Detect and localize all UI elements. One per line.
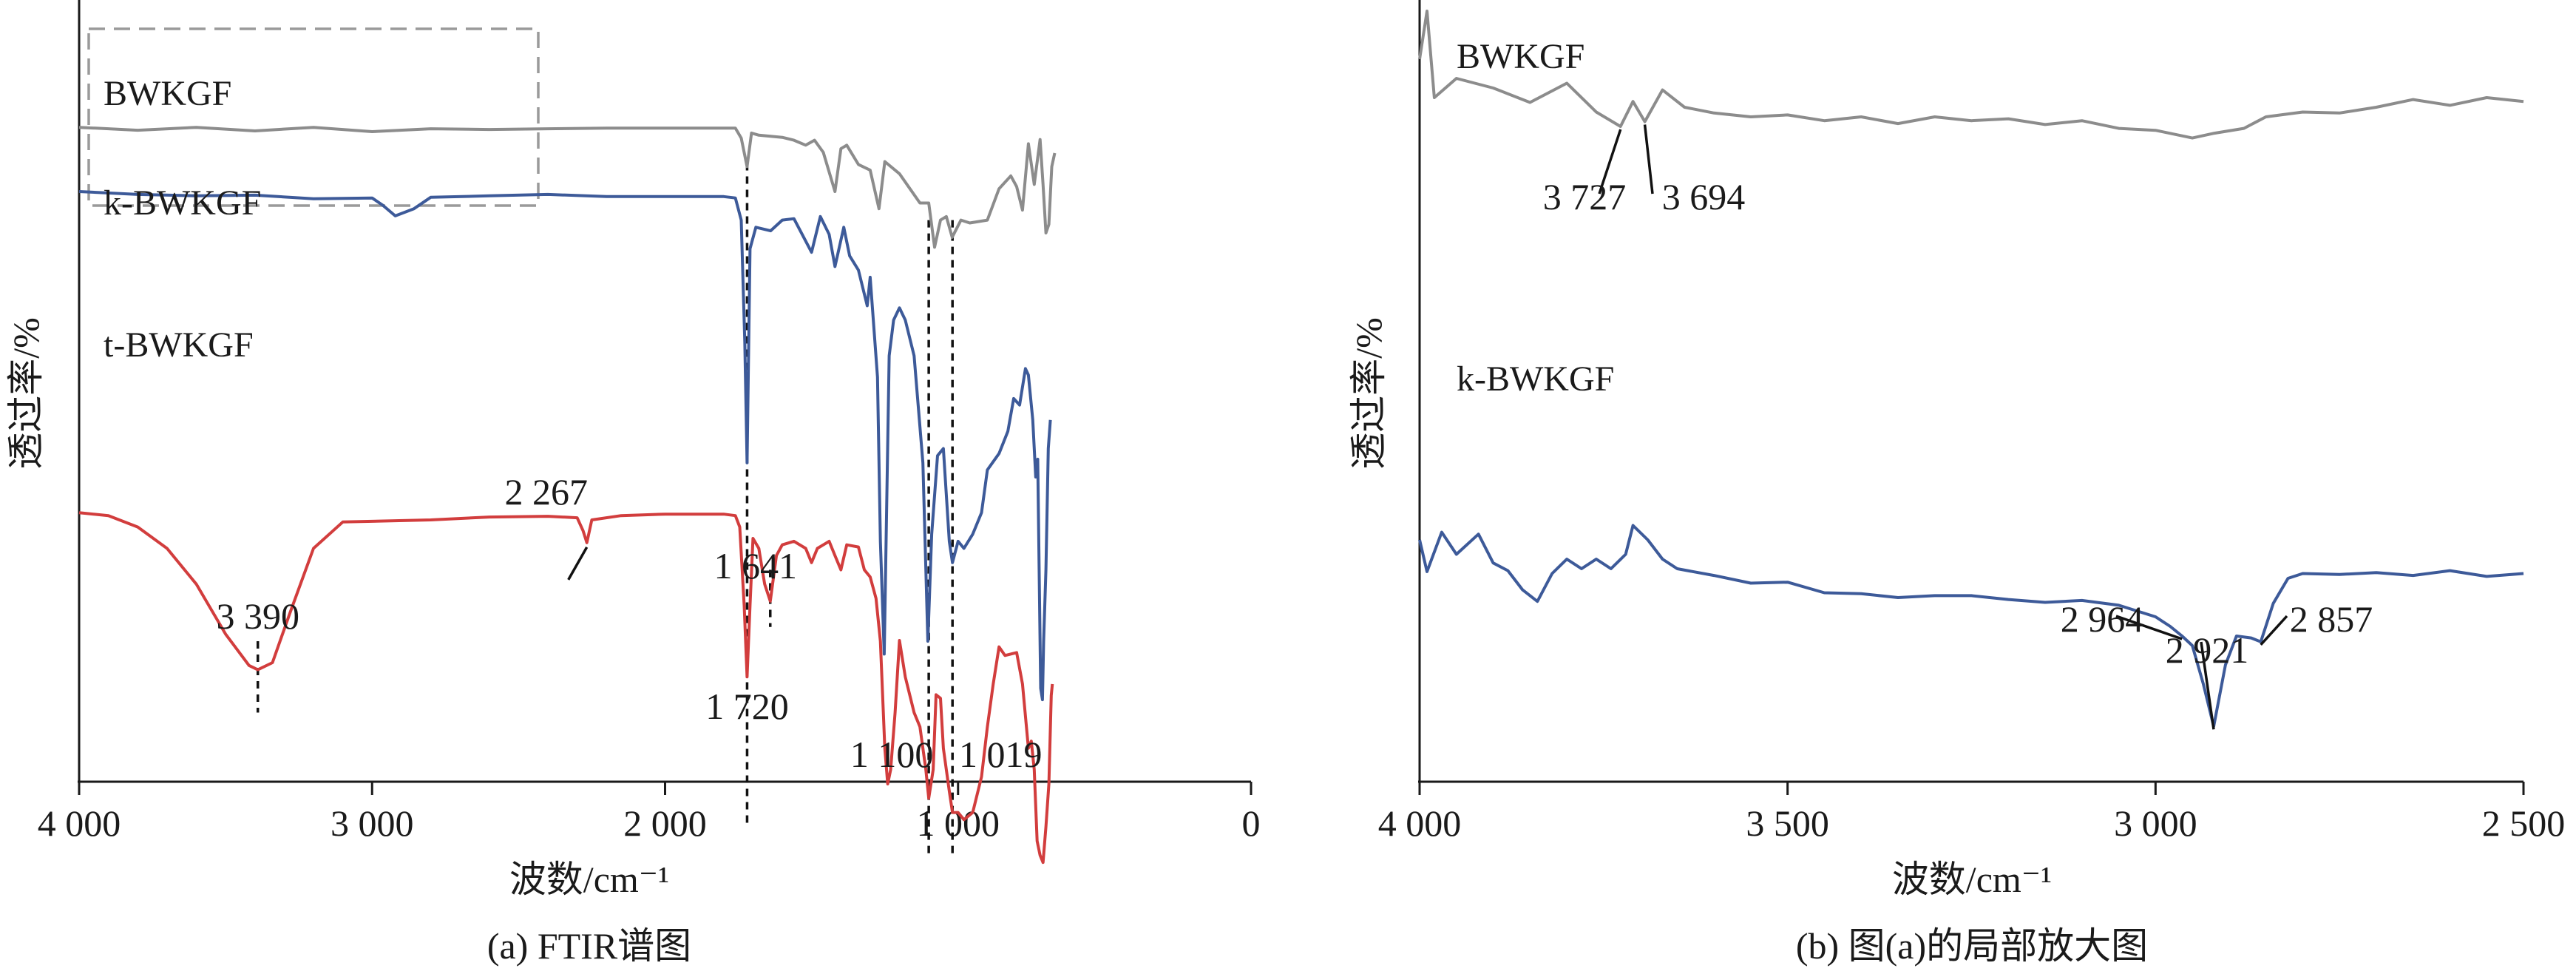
panel-b-peak-leader-line — [1598, 129, 1622, 195]
panel-b-peak-leader-line — [2115, 615, 2183, 640]
panel-a-series-t-bwkgf-line — [78, 511, 1054, 865]
panel-a-caption: (a) FTIR谱图 — [487, 925, 691, 967]
panel-a-peak-label: 1 641 — [714, 545, 798, 586]
panel-b-peak-leader-line — [2200, 641, 2215, 730]
panel-a-series-label-k-bwkgf: k-BWKGF — [104, 183, 261, 223]
panel-a-series-label-bwkgf: BWKGF — [104, 74, 231, 113]
panel-b-peak-labels: 3 727 3 694 2 964 2 921 2 857 — [1543, 124, 2373, 730]
panel-a-peak-label: 1 720 — [705, 686, 789, 727]
panel-b-series-label-k-bwkgf: k-BWKGF — [1457, 359, 1614, 399]
panel-b-caption: (b) 图(a)的局部放大图 — [1796, 925, 2148, 967]
panel-a-x-axis-title: 波数/cm⁻¹ — [509, 859, 669, 900]
panel-a-x-tick-label: 2 000 — [623, 802, 707, 844]
panel-b-series-bwkgf-line — [1418, 10, 2524, 140]
panel-b-peak-label: 3 727 — [1543, 176, 1627, 217]
panel-a-series-labels: BWKGF k-BWKGF t-BWKGF — [104, 74, 261, 365]
panel-b-series-k-bwkgf-line — [1418, 524, 2524, 728]
panel-a-series — [78, 126, 1057, 865]
panel-b-x-tick-label: 4 000 — [1378, 802, 1462, 844]
panel-a-x-ticks: 4 000 3 000 2 000 1 000 0 — [38, 782, 1261, 844]
panel-a-peak-label: 1 100 — [850, 734, 934, 775]
panel-b-series-label-bwkgf: BWKGF — [1457, 37, 1584, 76]
panel-b-x-axis-title: 波数/cm⁻¹ — [1892, 859, 2052, 900]
panel-a-ftir-spectrum: 4 000 3 000 2 000 1 000 0 BWKGF k-BWKGF t-BWKG… — [5, 0, 1261, 967]
panel-b-peak-leader-line — [2260, 615, 2288, 646]
panel-a-x-tick-label: 0 — [1242, 802, 1261, 844]
panel-a-series-bwkgf-line — [78, 126, 1057, 249]
panel-a-series-label-t-bwkgf: t-BWKGF — [104, 325, 254, 365]
panel-a-peak-label: 2 267 — [504, 471, 588, 513]
panel-b-x-tick-label: 2 500 — [2482, 802, 2566, 844]
panel-b-series — [1418, 10, 2524, 728]
panel-a-x-tick-label: 3 000 — [331, 802, 414, 844]
panel-a-peak-leader-line — [567, 546, 589, 581]
panel-b-series-labels: BWKGF k-BWKGF — [1457, 37, 1614, 399]
panel-b-peak-label: 3 694 — [1662, 176, 1746, 217]
panel-a-peak-label: 3 390 — [216, 595, 299, 637]
panel-b-y-axis-title: 透过率/% — [1348, 317, 1389, 470]
panel-b-x-ticks: 4 000 3 500 3 000 2 500 — [1378, 782, 2566, 844]
panel-a-series-k-bwkgf-line — [78, 190, 1052, 702]
panel-b-peak-leader-line — [1643, 124, 1654, 195]
panel-a-x-tick-label: 1 000 — [917, 802, 1000, 844]
panel-a-y-axis-title: 透过率/% — [5, 317, 47, 470]
panel-b-x-tick-label: 3 000 — [2114, 802, 2197, 844]
panel-b-x-tick-label: 3 500 — [1746, 802, 1829, 844]
panel-b-peak-label: 2 964 — [2061, 598, 2144, 640]
panel-a-zoom-region-box — [87, 27, 540, 207]
panel-a-peak-label: 1 019 — [959, 734, 1043, 775]
panel-a-peak-markers — [256, 163, 954, 856]
panel-a-x-tick-label: 4 000 — [38, 802, 121, 844]
panel-b-peak-label: 2 857 — [2290, 598, 2373, 640]
panel-b-peak-label: 2 921 — [2166, 629, 2249, 671]
panel-a-peak-labels: 3 390 2 267 1 641 1 720 1 100 1 019 — [216, 471, 1042, 775]
